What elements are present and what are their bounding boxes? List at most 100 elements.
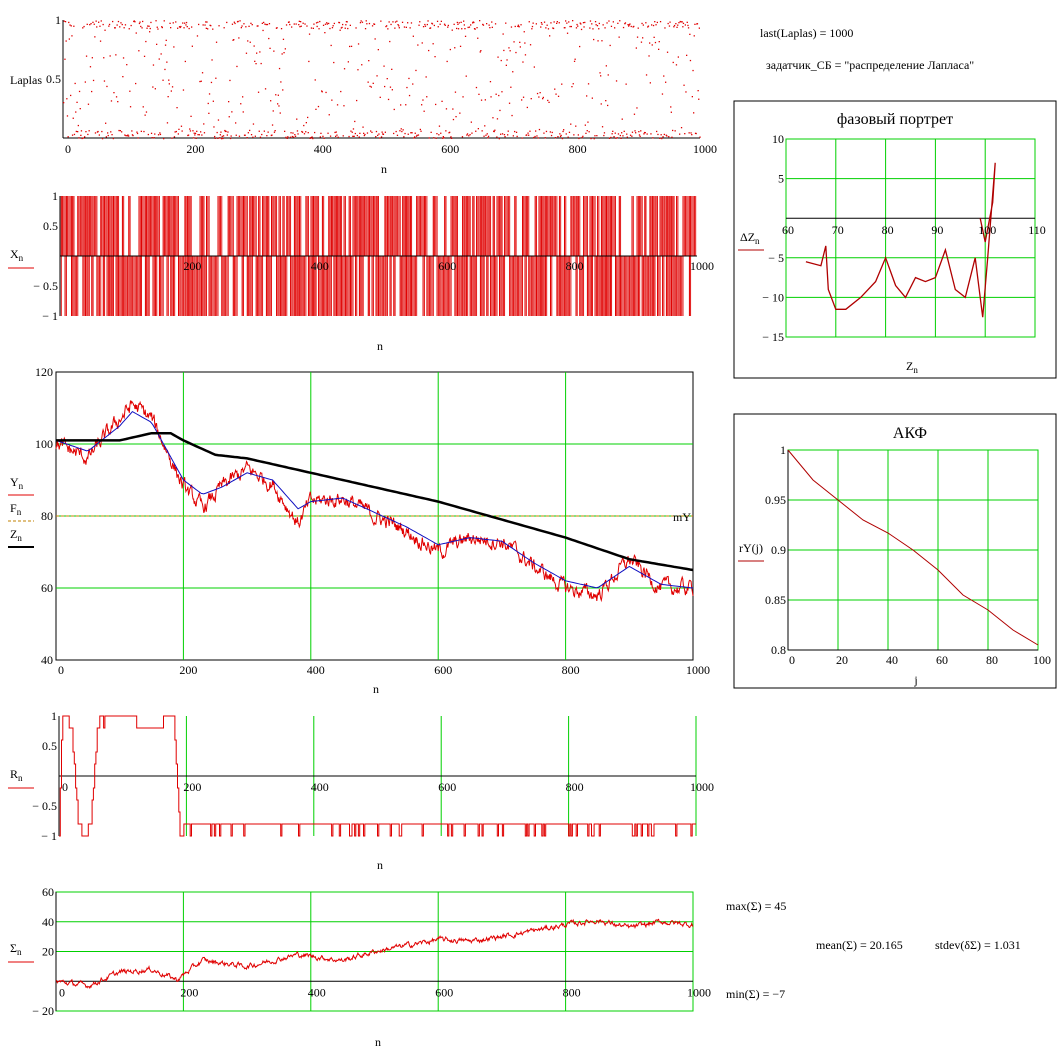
laplas-point: [596, 135, 598, 137]
laplas-point: [543, 21, 546, 23]
laplas-point: [298, 20, 300, 22]
laplas-point: [342, 23, 344, 26]
laplas-point: [523, 31, 525, 33]
laplas-point: [593, 38, 595, 41]
laplas-point: [241, 25, 243, 27]
laplas-point: [625, 83, 627, 85]
laplas-point: [291, 135, 293, 138]
laplas-point: [459, 45, 462, 47]
laplas-point: [380, 136, 383, 138]
laplas-point: [363, 132, 365, 134]
laplas-point: [340, 90, 342, 93]
laplas-point: [311, 136, 313, 138]
laplas-point: [562, 130, 564, 133]
laplas-point: [522, 61, 524, 63]
laplas-point: [127, 134, 129, 136]
laplas-point: [63, 20, 65, 22]
laplas-point: [529, 130, 531, 132]
laplas-point: [341, 26, 343, 29]
rn-y-tick: − 0.5: [32, 799, 57, 813]
laplas-point: [190, 115, 192, 117]
yfz-x-tick: 1000: [686, 663, 710, 677]
laplas-point: [456, 27, 458, 30]
laplas-point: [310, 137, 312, 139]
laplas-point: [161, 26, 163, 29]
akf-x-tick: 20: [836, 653, 848, 667]
laplas-y-label: Laplas: [10, 73, 42, 87]
laplas-point: [533, 136, 535, 139]
laplas-point: [370, 86, 372, 88]
laplas-point: [465, 75, 467, 77]
laplas-point: [443, 23, 446, 25]
laplas-point: [666, 135, 668, 137]
laplas-point: [125, 135, 127, 137]
laplas-point: [390, 23, 392, 26]
laplas-point: [479, 51, 481, 53]
laplas-point: [612, 130, 614, 132]
laplas-point: [543, 132, 545, 134]
laplas-point: [626, 133, 628, 135]
laplas-point: [364, 133, 366, 136]
laplas-point: [70, 25, 72, 27]
laplas-point: [640, 130, 642, 132]
laplas-point: [349, 24, 351, 26]
laplas-point: [505, 64, 507, 66]
laplas-y-tick: 1: [55, 13, 61, 27]
laplas-point: [446, 60, 448, 63]
laplas-point: [283, 52, 285, 54]
laplas-point: [545, 130, 548, 133]
laplas-point: [463, 24, 465, 26]
laplas-point: [653, 36, 655, 38]
laplas-point: [123, 27, 125, 29]
laplas-point: [684, 133, 686, 135]
laplas-point: [215, 77, 217, 79]
laplas-point: [225, 130, 227, 133]
laplas-x-tick: 200: [186, 142, 204, 156]
laplas-point: [392, 21, 394, 23]
laplas-point: [387, 28, 389, 30]
laplas-point: [278, 105, 280, 107]
phase-y-tick: 10: [772, 132, 784, 146]
laplas-point: [242, 111, 244, 113]
laplas-point: [494, 129, 496, 131]
laplas-point: [65, 40, 67, 42]
laplas-point: [483, 135, 485, 137]
laplas-point: [157, 28, 159, 30]
laplas-point: [64, 58, 66, 60]
laplas-point: [688, 132, 690, 134]
laplas-point: [519, 46, 521, 48]
laplas-point: [328, 22, 330, 25]
laplas-point: [357, 43, 360, 45]
laplas-point: [219, 137, 221, 139]
laplas-point: [545, 27, 547, 29]
laplas-point: [282, 38, 285, 40]
laplas-point: [309, 137, 311, 139]
laplas-point: [498, 138, 500, 140]
laplas-point: [182, 22, 184, 24]
laplas-point: [663, 133, 665, 136]
laplas-point: [248, 25, 250, 27]
laplas-point: [677, 24, 679, 26]
laplas-point: [335, 135, 337, 137]
laplas-point: [532, 22, 534, 24]
laplas-point: [594, 135, 596, 137]
laplas-point: [602, 24, 604, 26]
laplas-point: [526, 134, 528, 136]
laplas-point: [240, 27, 242, 29]
yfz-x-label: n: [373, 682, 379, 696]
laplas-point: [510, 86, 512, 88]
laplas-point: [496, 118, 499, 120]
laplas-point: [140, 130, 142, 132]
laplas-point: [697, 90, 699, 92]
laplas-point: [259, 136, 262, 138]
laplas-point: [330, 44, 332, 47]
laplas-point: [512, 71, 514, 73]
laplas-point: [212, 100, 214, 102]
laplas-point: [642, 37, 644, 39]
laplas-point: [178, 128, 180, 130]
laplas-point: [403, 26, 406, 28]
laplas-point: [530, 98, 532, 100]
laplas-point: [698, 98, 700, 100]
laplas-point: [615, 80, 618, 82]
laplas-point: [96, 26, 98, 28]
